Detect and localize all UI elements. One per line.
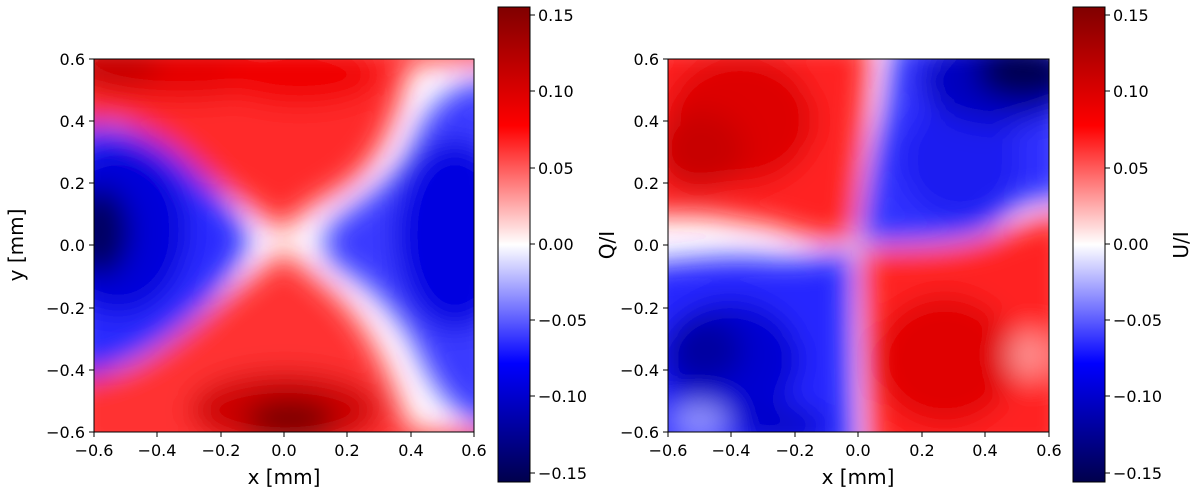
right-y-axis: −0.6 −0.4 −0.2 0.0 0.2 0.4 0.6 [620,50,668,442]
right-colorbar-tick-label: −0.15 [1113,464,1162,483]
right-x-tick-label: 0.4 [972,441,997,460]
right-x-tick-label: −0.6 [649,441,688,460]
right-y-tick-label: 0.4 [634,112,659,131]
right-colorbar-tick-label: 0.10 [1113,82,1149,101]
left-y-axis-label: y [mm] [4,209,28,282]
right-colorbar-tick-label: 0.00 [1113,235,1149,254]
right-colorbar-tick-label: 0.05 [1113,159,1149,178]
right-colorbar-label: U/I [1169,231,1193,258]
right-colorbar-tick-label: −0.10 [1113,387,1162,406]
left-colorbar-tick-label: 0.10 [538,82,574,101]
right-colorbar: −0.15 −0.10 −0.05 0.00 0.05 0.10 0.15 U/… [1072,6,1193,483]
right-x-tick-label: −0.2 [776,441,815,460]
left-colorbar-tick-label: 0.15 [538,6,574,25]
right-plot: −0.6 −0.4 −0.2 0.0 0.2 0.4 0.6 x [mm] −0… [620,50,1062,489]
left-x-tick-label: −0.6 [75,441,114,460]
right-y-tick-label: −0.4 [620,361,659,380]
left-y-tick-label: 0.4 [60,112,85,131]
left-y-tick-label: 0.6 [60,50,85,69]
left-y-tick-label: −0.4 [46,361,85,380]
left-x-tick-label: 0.4 [398,441,423,460]
left-colorbar-label: Q/I [595,231,619,259]
left-colorbar: −0.15 −0.10 −0.05 0.00 0.05 0.10 0.15 Q/… [497,6,619,483]
left-colorbar-tick-label: −0.10 [538,387,587,406]
left-colorbar-tick-label: 0.05 [538,159,574,178]
left-x-tick-label: −0.2 [202,441,241,460]
right-x-tick-label: −0.4 [712,441,751,460]
right-y-tick-label: −0.2 [620,299,659,318]
left-x-axis-label: x [mm] [248,465,321,489]
left-colorbar-tick-label: 0.00 [538,235,574,254]
left-x-tick-label: 0.2 [334,441,359,460]
right-y-tick-label: 0.0 [634,236,659,255]
left-x-tick-label: 0.6 [461,441,486,460]
right-y-tick-label: −0.6 [620,423,659,442]
right-heatmap [668,59,1049,432]
right-colorbar-gradient [1072,6,1106,483]
left-x-axis: −0.6 −0.4 −0.2 0.0 0.2 0.4 0.6 x [mm] [75,432,487,489]
left-y-axis: −0.6 −0.4 −0.2 0.0 0.2 0.4 0.6 y [mm] [4,50,94,442]
right-colorbar-tick-label: −0.05 [1113,311,1162,330]
left-plot: −0.6 −0.4 −0.2 0.0 0.2 0.4 0.6 x [mm] −0… [4,50,487,489]
right-colorbar-tick-label: 0.15 [1113,6,1149,25]
right-x-tick-label: 0.0 [845,441,870,460]
left-y-tick-label: 0.2 [60,174,85,193]
right-y-tick-label: 0.6 [634,50,659,69]
right-x-tick-label: 0.2 [909,441,934,460]
left-y-tick-label: −0.2 [46,299,85,318]
left-heatmap [94,59,474,432]
right-x-tick-label: 0.6 [1036,441,1061,460]
left-colorbar-gradient [497,6,531,483]
left-x-tick-label: −0.4 [138,441,177,460]
right-x-axis-label: x [mm] [822,465,895,489]
left-x-tick-label: 0.0 [271,441,296,460]
right-y-tick-label: 0.2 [634,174,659,193]
left-colorbar-tick-label: −0.05 [538,311,587,330]
right-x-axis: −0.6 −0.4 −0.2 0.0 0.2 0.4 0.6 x [mm] [649,432,1062,489]
left-colorbar-tick-label: −0.15 [538,464,587,483]
left-y-tick-label: −0.6 [46,423,85,442]
left-y-tick-label: 0.0 [60,236,85,255]
